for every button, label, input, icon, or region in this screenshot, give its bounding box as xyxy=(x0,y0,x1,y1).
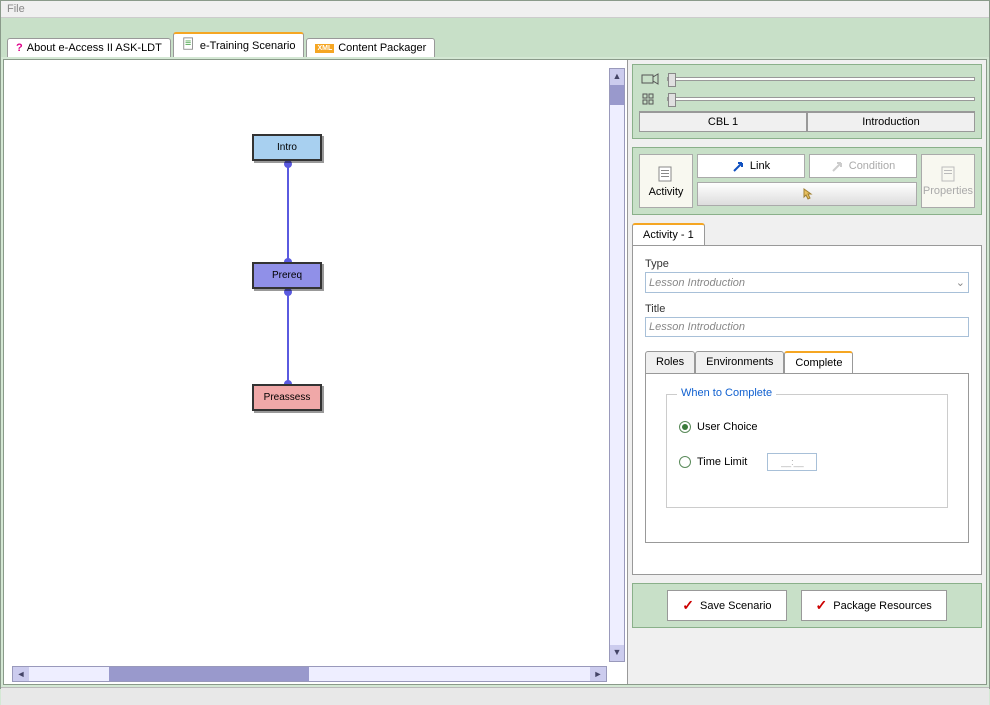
check-icon: ✓ xyxy=(682,597,694,614)
time-limit-input[interactable]: __:__ xyxy=(767,453,817,471)
zoom-panel: CBL 1 Introduction xyxy=(632,64,982,139)
tab-training[interactable]: e-Training Scenario xyxy=(173,32,305,57)
connector xyxy=(287,292,289,384)
breadcrumb-left[interactable]: CBL 1 xyxy=(639,112,807,132)
right-panel: CBL 1 Introduction Activity Link xyxy=(628,60,986,684)
node-intro[interactable]: Intro xyxy=(252,134,322,161)
link-tool[interactable]: Link xyxy=(697,154,805,178)
time-limit-radio[interactable] xyxy=(679,456,691,468)
type-value: Lesson Introduction xyxy=(649,277,745,289)
tab-packager[interactable]: XML Content Packager xyxy=(306,38,435,57)
time-limit-label: Time Limit xyxy=(697,456,747,468)
question-icon: ? xyxy=(16,42,23,54)
slider-thumb-2[interactable] xyxy=(668,93,676,107)
scroll-right-arrow[interactable]: ► xyxy=(590,667,606,681)
activity-tabs: Activity - 1 Type Lesson Introduction ⌄ … xyxy=(632,223,982,575)
tab-about-label: About e-Access II ASK-LDT xyxy=(27,42,162,54)
user-choice-radio[interactable] xyxy=(679,421,691,433)
menu-file[interactable]: File xyxy=(7,3,25,15)
slider-thumb-1[interactable] xyxy=(668,73,676,87)
main-tabbar: ? About e-Access II ASK-LDT e-Training S… xyxy=(1,32,989,57)
subtabs: Roles Environments Complete When to Comp… xyxy=(645,351,969,543)
link-tool-label: Link xyxy=(750,160,770,172)
subtab-environments[interactable]: Environments xyxy=(695,351,784,373)
package-resources-label: Package Resources xyxy=(833,600,931,612)
type-label: Type xyxy=(645,258,969,270)
xml-icon: XML xyxy=(315,44,334,53)
slider-row-1 xyxy=(639,71,975,87)
activity-tool[interactable]: Activity xyxy=(639,154,693,208)
camera-icon xyxy=(639,71,661,87)
top-strip xyxy=(1,18,989,32)
subtab-complete-body: When to Complete User Choice Time Limit … xyxy=(645,373,969,543)
breadcrumb: CBL 1 Introduction xyxy=(639,111,975,132)
content-area: IntroPrereqPreassess ▲ ▼ ◄ ► CBL 1 I xyxy=(3,59,987,685)
node-prereq[interactable]: Prereq xyxy=(252,262,322,289)
slider-row-2 xyxy=(639,91,975,107)
scroll-thumb-v[interactable] xyxy=(610,85,624,105)
grid-icon xyxy=(639,91,661,107)
activity-tool-label: Activity xyxy=(649,186,684,198)
tab-about[interactable]: ? About e-Access II ASK-LDT xyxy=(7,38,171,57)
canvas[interactable]: Intro Prereq Preassess xyxy=(12,68,607,664)
time-limit-row[interactable]: Time Limit __:__ xyxy=(679,453,935,471)
pointer-tool[interactable] xyxy=(697,182,917,206)
doc-icon xyxy=(182,37,196,54)
menubar: File xyxy=(1,1,989,18)
title-label: Title xyxy=(645,303,969,315)
package-resources-button[interactable]: ✓ Package Resources xyxy=(801,590,947,621)
title-value: Lesson Introduction xyxy=(649,321,745,333)
condition-tool: Condition xyxy=(809,154,917,178)
connector xyxy=(287,164,289,262)
pointer-icon xyxy=(800,187,814,201)
subtab-roles[interactable]: Roles xyxy=(645,351,695,373)
activity-tab-body: Type Lesson Introduction ⌄ Title Lesson … xyxy=(632,245,982,575)
condition-arrow-icon xyxy=(831,159,845,173)
link-arrow-icon xyxy=(732,159,746,173)
subtab-complete[interactable]: Complete xyxy=(784,351,853,373)
when-complete-fieldset: When to Complete User Choice Time Limit … xyxy=(666,394,948,508)
check-icon: ✓ xyxy=(816,597,828,614)
breadcrumb-right[interactable]: Introduction xyxy=(807,112,975,132)
horizontal-scrollbar[interactable]: ◄ ► xyxy=(12,666,607,682)
condition-tool-label: Condition xyxy=(849,160,895,172)
properties-tool[interactable]: Properties xyxy=(921,154,975,208)
statusbar xyxy=(1,687,989,705)
node-preassess[interactable]: Preassess xyxy=(252,384,322,411)
scroll-left-arrow[interactable]: ◄ xyxy=(13,667,29,681)
when-complete-legend: When to Complete xyxy=(677,387,776,399)
user-choice-row[interactable]: User Choice xyxy=(679,421,935,433)
title-input[interactable]: Lesson Introduction xyxy=(645,317,969,337)
scroll-down-arrow[interactable]: ▼ xyxy=(610,645,624,661)
properties-tool-label: Properties xyxy=(923,185,973,197)
zoom-slider-1[interactable] xyxy=(667,77,975,81)
scroll-track-h[interactable] xyxy=(29,667,590,681)
toolbox-panel: Activity Link Condition xyxy=(632,147,982,215)
activity-tab-1[interactable]: Activity - 1 xyxy=(632,223,705,245)
bottom-button-panel: ✓ Save Scenario ✓ Package Resources xyxy=(632,583,982,628)
vertical-scrollbar[interactable]: ▲ ▼ xyxy=(609,68,625,662)
user-choice-label: User Choice xyxy=(697,421,758,433)
save-scenario-label: Save Scenario xyxy=(700,600,772,612)
zoom-slider-2[interactable] xyxy=(667,97,975,101)
tab-packager-label: Content Packager xyxy=(338,42,426,54)
scroll-thumb-h[interactable] xyxy=(109,667,309,681)
tab-training-label: e-Training Scenario xyxy=(200,40,296,52)
save-scenario-button[interactable]: ✓ Save Scenario xyxy=(667,590,786,621)
type-select[interactable]: Lesson Introduction ⌄ xyxy=(645,272,969,293)
canvas-area: Intro Prereq Preassess ▲ ▼ ◄ ► xyxy=(4,60,628,684)
chevron-down-icon: ⌄ xyxy=(956,276,965,289)
activity-icon xyxy=(656,164,676,184)
properties-icon xyxy=(939,165,957,183)
scroll-up-arrow[interactable]: ▲ xyxy=(610,69,624,85)
